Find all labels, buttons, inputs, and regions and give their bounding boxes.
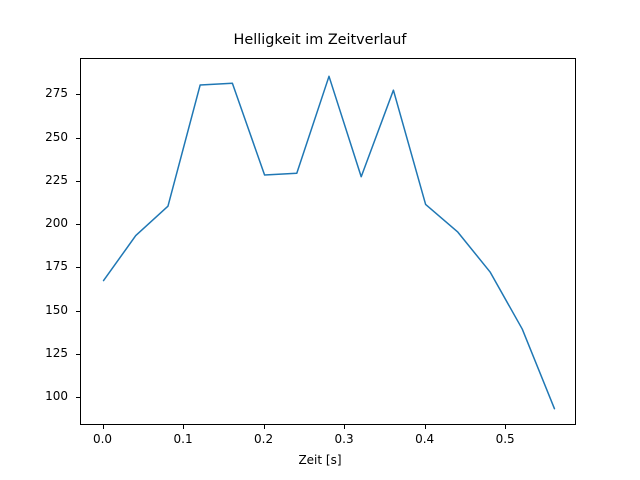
chart-title: Helligkeit im Zeitverlauf (233, 32, 407, 48)
y-tick-label: 175 (45, 259, 68, 274)
x-tick-label: 0.3 (334, 432, 354, 446)
x-tick-label: 0.5 (495, 432, 515, 446)
y-tick-mark (76, 94, 80, 96)
x-axis-label: Zeit [s] (298, 453, 342, 467)
y-tick-label: 125 (45, 346, 68, 361)
y-tick-label: 275 (45, 86, 68, 101)
y-tick-mark (76, 397, 80, 399)
series-helligkeit-line (102, 75, 556, 410)
y-tick-mark (76, 310, 80, 312)
x-tick-mark (344, 425, 346, 429)
y-tick-label: 100 (45, 389, 68, 404)
x-tick-mark (424, 425, 426, 429)
y-tick-mark (76, 137, 80, 139)
x-tick-mark (263, 425, 265, 429)
y-tick-label: 200 (45, 216, 68, 231)
x-tick-mark (183, 425, 185, 429)
x-tick-mark (505, 425, 507, 429)
y-tick-mark (76, 354, 80, 356)
y-tick-label: 250 (45, 129, 68, 144)
x-tick-label: 0.0 (92, 432, 113, 446)
y-tick-label: 225 (45, 172, 68, 187)
y-tick-mark (76, 224, 80, 226)
y-tick-mark (76, 180, 80, 182)
x-tick-label: 0.4 (415, 432, 435, 446)
data-line-plot (102, 75, 556, 410)
y-tick-mark (76, 267, 80, 269)
y-tick-label: 150 (45, 302, 68, 317)
x-tick-label: 0.1 (173, 432, 193, 446)
plot-area (80, 58, 576, 425)
x-tick-mark (102, 425, 104, 429)
x-tick-label: 0.2 (254, 432, 274, 446)
